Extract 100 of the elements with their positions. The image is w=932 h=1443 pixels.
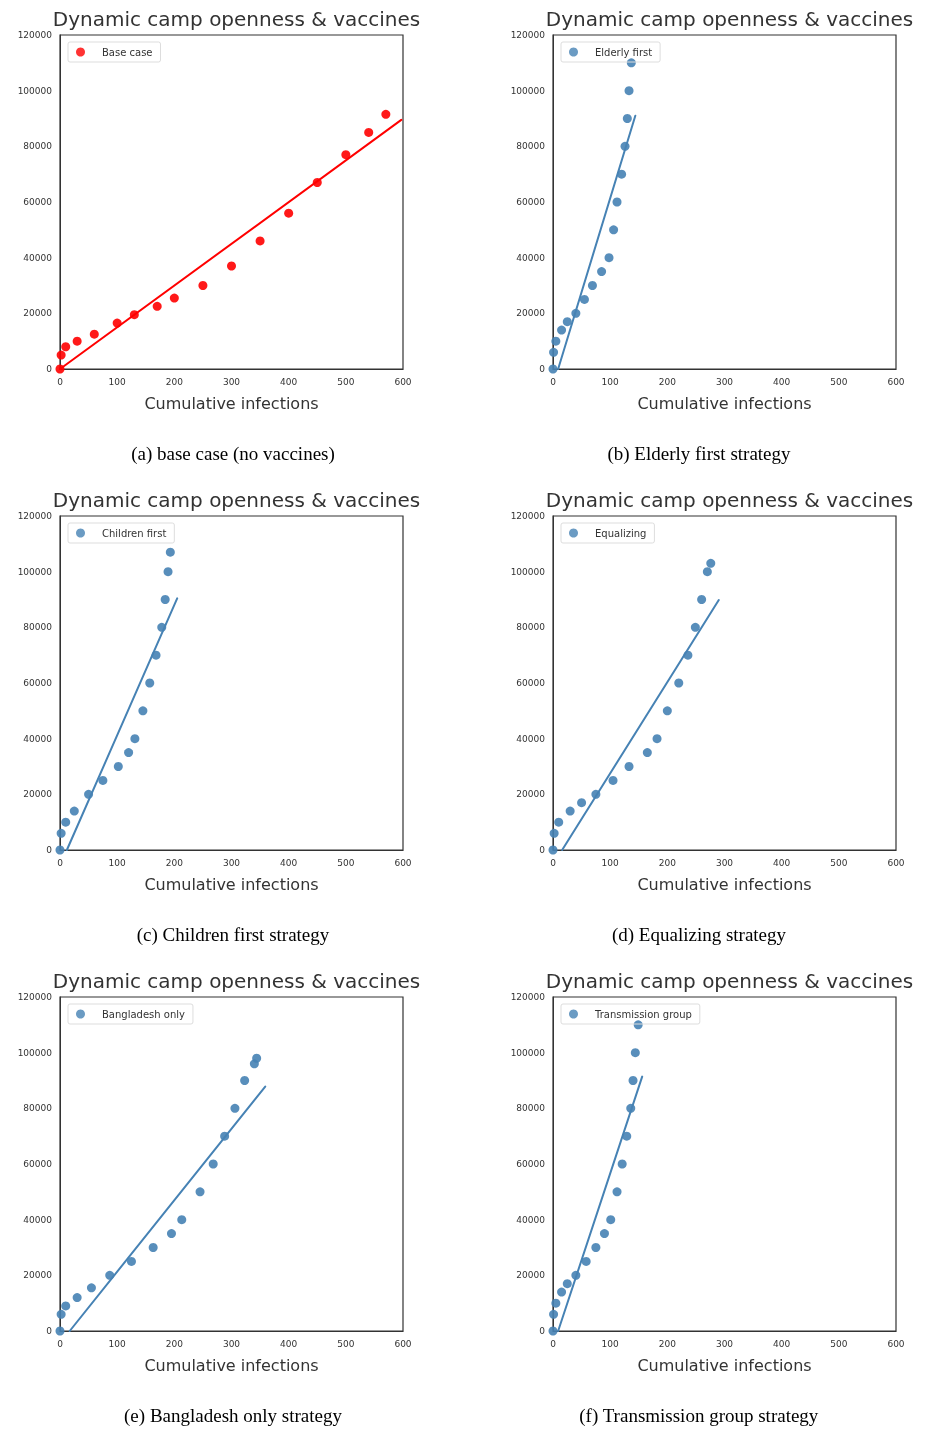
x-tick-label: 600	[887, 1338, 905, 1349]
x-tick-label: 100	[601, 376, 620, 387]
y-tick-label: 20000	[23, 1270, 53, 1281]
chart-title: Dynamic camp openness & vaccines	[545, 488, 914, 512]
point	[609, 225, 619, 235]
text: (b) Elderly first strategy	[607, 443, 792, 465]
x-tick-label: 600	[394, 376, 412, 387]
y-tick-label: 20000	[23, 789, 53, 800]
point	[606, 1215, 616, 1225]
point	[587, 281, 597, 290]
x-tick-label: 200	[165, 1338, 184, 1349]
x-tick-label: 100	[108, 857, 127, 868]
point	[612, 197, 622, 207]
point	[148, 1243, 158, 1252]
chart-title: Dynamic camp openness & vaccines	[52, 7, 421, 31]
point	[86, 1283, 96, 1293]
x-tick-label: 200	[165, 857, 184, 868]
x-tick-label: 0	[57, 376, 64, 387]
y-tick-label: 60000	[23, 1159, 53, 1169]
point	[55, 845, 65, 855]
point	[195, 1187, 205, 1197]
y-tick-label: 20000	[516, 789, 546, 800]
x-tick-label: 0	[550, 1338, 557, 1349]
x-tick-label: 300	[715, 1338, 734, 1349]
x-axis-title: Cumulative infections	[637, 874, 812, 894]
x-tick-label: 600	[887, 376, 905, 387]
point	[565, 806, 575, 816]
point	[61, 1301, 71, 1311]
point	[160, 595, 170, 604]
y-tick-label: 40000	[23, 1214, 53, 1225]
y-tick-label: 120000	[17, 992, 53, 1002]
point	[604, 253, 614, 263]
legend-label: Elderly first	[595, 46, 653, 58]
point	[145, 678, 155, 688]
x-tick-label: 300	[222, 376, 241, 387]
point	[706, 558, 716, 568]
chart-title: Dynamic camp openness & vaccines	[545, 7, 914, 31]
point	[548, 364, 558, 374]
y-tick-label: 100000	[510, 566, 546, 577]
y-tick-label: 80000	[23, 1103, 53, 1114]
y-tick-label: 0	[539, 364, 546, 374]
point	[562, 317, 572, 327]
x-tick-label: 400	[280, 857, 298, 868]
point	[690, 622, 700, 632]
point	[630, 1048, 640, 1058]
point	[177, 1215, 187, 1225]
point	[227, 261, 236, 271]
y-tick-label: 0	[46, 364, 53, 374]
point	[130, 734, 140, 744]
x-tick-label: 100	[601, 1338, 620, 1349]
x-tick-label: 400	[280, 376, 298, 387]
x-tick-label: 0	[57, 857, 64, 868]
x-tick-label: 400	[773, 857, 791, 868]
x-tick-label: 400	[280, 1338, 298, 1349]
point	[163, 567, 173, 577]
point	[381, 109, 391, 119]
y-tick-label: 100000	[17, 1047, 53, 1058]
point	[208, 1159, 218, 1169]
x-axis-title: Cumulative infections	[144, 393, 319, 413]
point	[230, 1103, 240, 1113]
x-tick-label: 0	[550, 857, 557, 868]
point	[55, 1326, 65, 1336]
y-tick-label: 80000	[516, 622, 546, 633]
point	[662, 706, 672, 716]
point	[165, 547, 175, 557]
point	[557, 1287, 567, 1297]
point	[554, 817, 564, 827]
x-tick-label: 100	[601, 857, 620, 868]
point	[138, 706, 148, 716]
text: (a) base case (no vaccines)	[131, 443, 335, 465]
point	[549, 1309, 559, 1319]
y-tick-label: 60000	[516, 1159, 546, 1169]
point	[622, 114, 632, 123]
point	[255, 236, 265, 246]
point	[608, 775, 618, 785]
y-tick-label: 100000	[17, 566, 53, 577]
y-tick-label: 120000	[510, 511, 546, 521]
point	[72, 1293, 82, 1303]
x-tick-label: 300	[222, 1338, 241, 1349]
legend-label: Children first	[102, 527, 167, 539]
x-tick-label: 400	[773, 376, 791, 387]
x-tick-label: 100	[108, 1338, 127, 1349]
y-tick-label: 120000	[510, 30, 546, 40]
point	[579, 294, 589, 304]
x-axis-title: Cumulative infections	[637, 1355, 812, 1375]
point	[549, 347, 559, 357]
y-tick-label: 40000	[23, 252, 53, 263]
legend-label: Base case	[102, 46, 153, 58]
y-tick-label: 60000	[23, 678, 53, 688]
text: (d) Equalizing strategy	[611, 924, 787, 946]
point	[557, 325, 567, 335]
legend-label: Equalizing	[595, 527, 647, 539]
y-tick-label: 0	[539, 845, 546, 855]
point	[549, 828, 559, 838]
x-tick-label: 500	[337, 857, 355, 868]
y-tick-label: 120000	[17, 511, 53, 521]
point	[642, 748, 652, 758]
x-tick-label: 100	[108, 376, 127, 387]
x-tick-label: 300	[715, 857, 734, 868]
point	[617, 1159, 627, 1169]
